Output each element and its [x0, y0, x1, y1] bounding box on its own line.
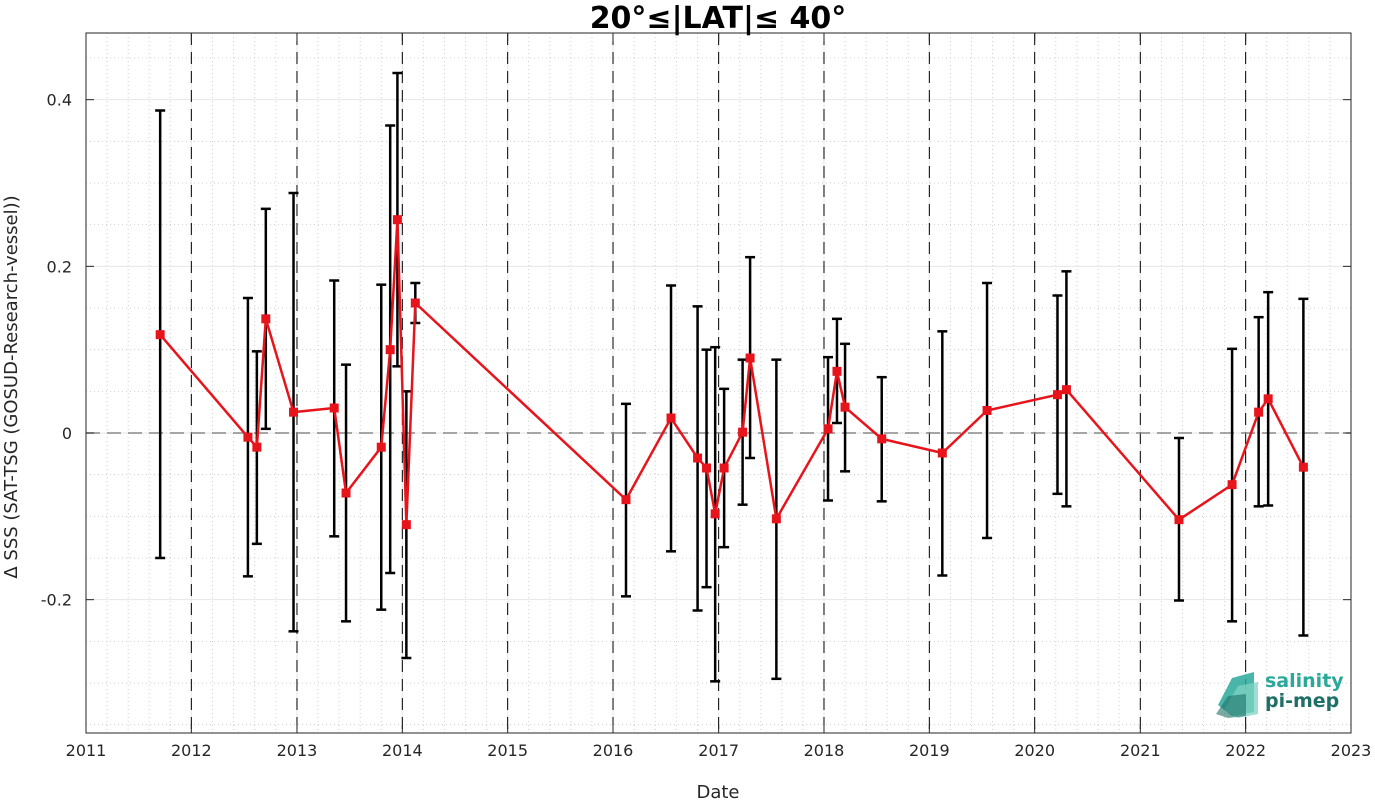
data-point-marker	[289, 407, 299, 417]
data-point-marker	[329, 403, 339, 413]
logo-text-line1: salinity	[1265, 670, 1344, 692]
data-point-marker	[385, 345, 395, 355]
data-point-marker	[877, 434, 887, 444]
x-tick-label: 2022	[1225, 741, 1266, 760]
x-tick-label: 2023	[1331, 741, 1372, 760]
data-point-marker	[937, 448, 947, 458]
x-tick-label: 2021	[1120, 741, 1161, 760]
data-point-marker	[341, 488, 351, 498]
logo-mark-icon	[1216, 672, 1258, 718]
data-point-marker	[710, 509, 720, 519]
data-point-marker	[982, 406, 992, 415]
x-tick-label: 2020	[1014, 741, 1055, 760]
x-tick-label: 2016	[593, 741, 634, 760]
y-axis-ticks: -0.2 0 0.2 0.4	[41, 91, 1351, 610]
logo-text-line2: pi-mep	[1265, 690, 1339, 712]
y-tick-label: 0.4	[47, 91, 72, 110]
data-point-marker	[252, 442, 262, 452]
data-point-marker	[410, 298, 420, 308]
data-point-marker	[261, 314, 271, 324]
data-point-marker	[621, 495, 631, 505]
x-tick-label: 2011	[66, 741, 107, 760]
data-point-marker	[1061, 385, 1071, 395]
data-point-marker	[738, 427, 748, 437]
data-point-marker	[1298, 462, 1308, 472]
data-point-marker	[702, 463, 712, 473]
series-markers	[155, 215, 1308, 530]
x-tick-label: 2018	[804, 741, 845, 760]
data-point-marker	[666, 413, 676, 423]
data-point-marker	[693, 453, 703, 463]
x-tick-label: 2017	[698, 741, 739, 760]
x-tick-label: 2012	[171, 741, 212, 760]
y-tick-label: 0.2	[47, 257, 72, 276]
salinity-pi-mep-logo: salinity pi-mep	[1216, 670, 1344, 718]
data-point-marker	[1174, 515, 1184, 525]
chart-title: 20°≤|LAT|≤ 40°	[590, 1, 847, 36]
x-axis-ticks: 2011 2012 2013 2014 2015 2016 2017 2018 2019 2020…	[66, 33, 1372, 760]
x-tick-label: 2015	[487, 741, 528, 760]
data-point-marker	[1227, 480, 1237, 490]
data-point-marker	[155, 330, 165, 340]
data-point-marker	[376, 442, 386, 452]
data-point-marker	[1052, 390, 1062, 400]
data-point-marker	[1263, 394, 1273, 404]
data-point-marker	[1254, 407, 1264, 417]
data-point-marker	[392, 215, 402, 225]
x-tick-label: 2013	[277, 741, 318, 760]
data-point-marker	[745, 353, 755, 363]
y-axis-label: Δ SSS (SAT-TSG (GOSUD-Research-vessel))	[1, 195, 22, 578]
x-tick-label: 2014	[382, 741, 423, 760]
data-point-marker	[719, 463, 729, 473]
data-point-marker	[823, 424, 833, 434]
data-point-marker	[832, 366, 842, 376]
data-point-marker	[243, 432, 253, 442]
data-point-marker	[840, 402, 850, 412]
y-tick-label: 0	[62, 424, 72, 443]
data-point-marker	[771, 514, 781, 524]
x-axis-label: Date	[696, 782, 739, 801]
data-point-marker	[401, 520, 411, 530]
x-tick-label: 2019	[909, 741, 950, 760]
y-tick-label: -0.2	[41, 591, 72, 610]
